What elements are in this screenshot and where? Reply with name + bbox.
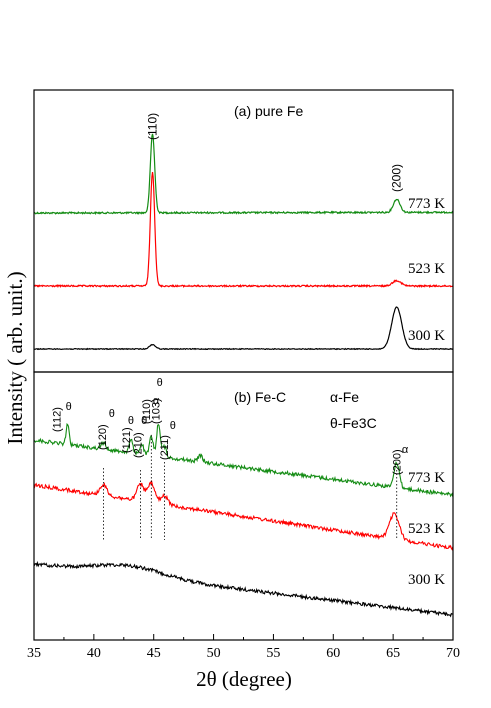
- peak-label: (200): [391, 449, 403, 475]
- panel-a-title: (a) pure Fe: [234, 103, 303, 119]
- panel-a-trace-300k: [33, 306, 454, 351]
- panel-b-title: (b) Fe-C: [234, 389, 286, 405]
- panel-a-trace-523k: [33, 171, 454, 289]
- panel-b-trace-773k: [33, 423, 454, 498]
- phase-marker: θ: [109, 408, 115, 420]
- x-tick-label: 55: [266, 646, 280, 661]
- phase-marker: θ: [66, 401, 72, 413]
- phase-marker: θ: [157, 377, 163, 389]
- x-tick-label: 50: [207, 646, 221, 661]
- legend-alpha-fe: α-Fe: [330, 389, 359, 405]
- peak-label: (110): [146, 113, 160, 140]
- x-tick-label: 45: [147, 646, 161, 661]
- x-tick-label: 60: [326, 646, 340, 661]
- peak-label: (112): [51, 407, 63, 432]
- x-axis-label: 2θ (degree): [196, 667, 292, 691]
- panel-a-label-773k: 773 K: [408, 196, 445, 212]
- panel-a-trace-773k: [33, 133, 454, 216]
- legend-theta-fe3c: θ-Fe3C: [330, 415, 377, 431]
- peak-label: (120): [97, 424, 109, 450]
- panel-a-label-300k: 300 K: [408, 328, 445, 344]
- phase-marker: θ: [170, 420, 176, 432]
- panel-b-label-523k: 523 K: [408, 521, 445, 537]
- peak-label: (200): [390, 164, 404, 192]
- panel-b-label-773k: 773 K: [408, 470, 445, 486]
- peak-label: (103): [151, 398, 163, 424]
- phase-marker: α: [153, 395, 160, 407]
- panel-b-peak-labels: (112)θ(120)θ(121)θ(210)θ(110) α(103)θ(211…: [51, 377, 409, 475]
- phase-marker: θ: [141, 415, 147, 427]
- panel-b-guide-lines: [103, 435, 398, 540]
- peak-label: (211): [159, 435, 171, 460]
- panel-b-trace-300k: [33, 560, 453, 618]
- x-tick-label: 70: [446, 646, 460, 661]
- peak-label: (110): [141, 399, 153, 424]
- phase-marker: θ: [128, 415, 134, 427]
- panel-a-label-523k: 523 K: [408, 261, 445, 277]
- x-tick-label: 35: [27, 646, 41, 661]
- y-axis-label: Intensity ( arb. unit.): [3, 271, 27, 444]
- panel-b-frame: [33, 371, 454, 641]
- x-tick-label: 40: [87, 646, 101, 661]
- x-tick-label: 65: [386, 646, 400, 661]
- panel-b-trace-523k: [33, 479, 454, 551]
- panel-a-traces: [33, 133, 454, 351]
- x-axis-ticks: 35 40 45 50 55 60 65 70: [27, 634, 460, 661]
- peak-label: (121): [121, 427, 133, 453]
- phase-marker: α: [402, 444, 409, 456]
- panel-a-peak-labels: (110) (200): [146, 113, 404, 192]
- peak-label: (210): [133, 432, 145, 458]
- panel-b-label-300k: 300 K: [408, 572, 445, 588]
- panel-b-traces: [33, 423, 454, 618]
